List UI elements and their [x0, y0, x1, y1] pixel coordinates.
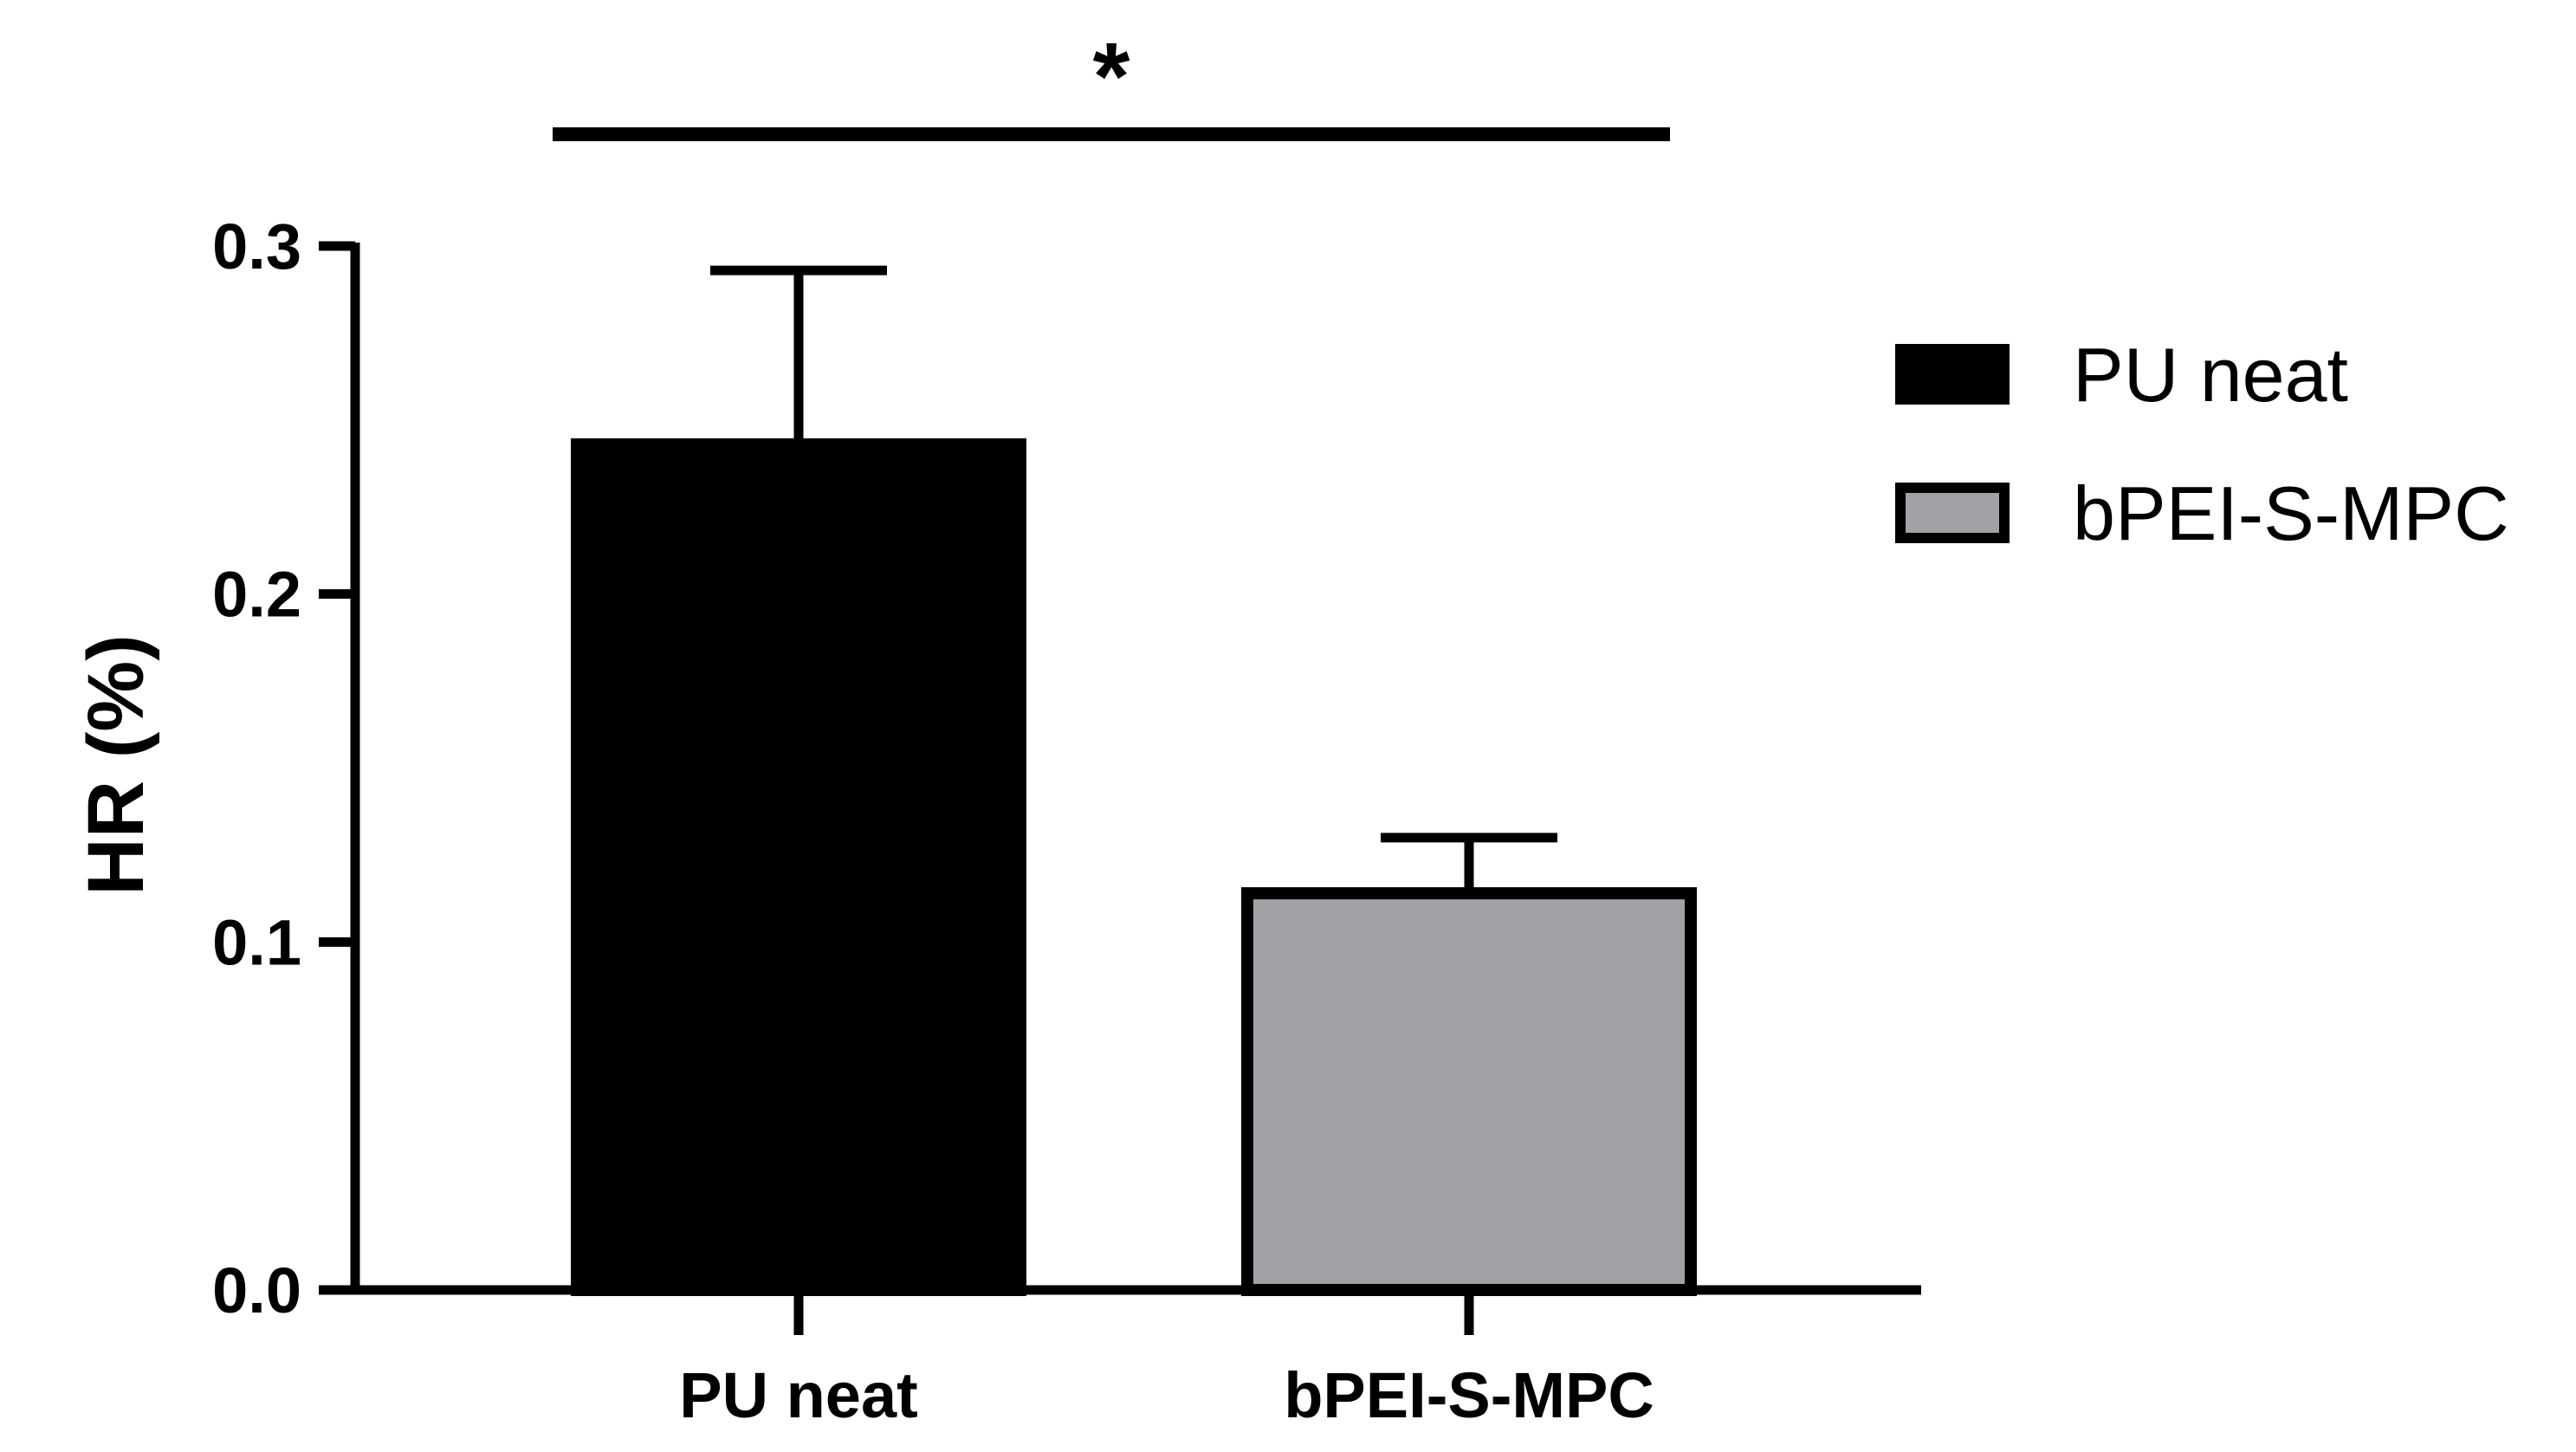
- y-tick-label: 0.1: [212, 906, 301, 978]
- y-tick-label: 0.3: [212, 211, 301, 282]
- significance-star: *: [1093, 23, 1130, 130]
- bars: [571, 438, 1697, 1296]
- error-bars: [710, 265, 1557, 894]
- x-category-label: PU neat: [679, 1359, 918, 1431]
- legend-label: PU neat: [2073, 332, 2348, 418]
- y-ticks: 0.0 0.1 0.2 0.3: [212, 211, 355, 1326]
- y-axis-title: HR (%): [72, 634, 160, 896]
- y-tick-label: 0.2: [212, 559, 301, 631]
- legend-swatch: [1895, 344, 2010, 405]
- significance-annotation: *: [553, 23, 1670, 141]
- legend: PU neat bPEI-S-MPC: [1895, 332, 2509, 556]
- legend-label: bPEI-S-MPC: [2073, 470, 2509, 556]
- y-tick-label: 0.0: [212, 1254, 301, 1326]
- x-category-labels: PU neat bPEI-S-MPC: [679, 1290, 1654, 1431]
- legend-swatch: [1895, 483, 2010, 543]
- bar-1: [1241, 887, 1697, 1296]
- bar-0: [571, 438, 1026, 1296]
- x-category-label: bPEI-S-MPC: [1284, 1359, 1654, 1431]
